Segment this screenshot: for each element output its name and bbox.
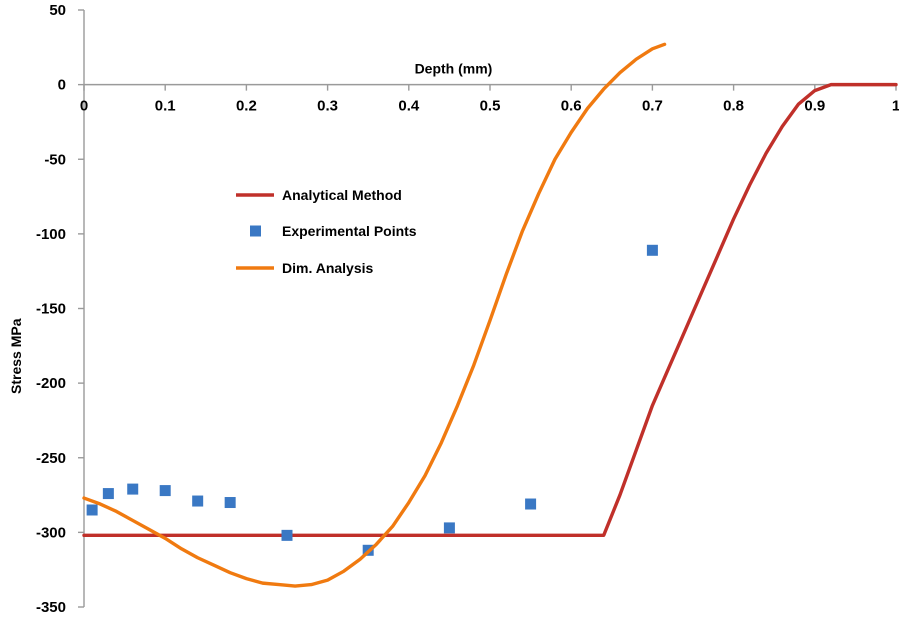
experimental-point <box>443 522 455 534</box>
legend-label: Analytical Method <box>282 187 402 203</box>
legend-swatch-marker <box>250 225 261 237</box>
legend: Analytical Method Experimental Points Dim.… <box>236 187 417 276</box>
experimental-point <box>646 244 658 256</box>
x-tick-label: 0.9 <box>804 98 825 115</box>
y-tick-label: -300 <box>36 524 66 541</box>
x-tick-label: 0.2 <box>236 98 257 115</box>
legend-label: Experimental Points <box>282 223 417 239</box>
axes: 0 0.1 0.2 0.3 0.4 0.5 0.6 0.7 0.8 0.9 1 50 0 -50 -100 -… <box>36 2 899 616</box>
y-axis-title: Stress MPa <box>8 318 24 394</box>
x-tick-label: 0.7 <box>642 98 663 115</box>
series-line-2 <box>82 42 667 588</box>
experimental-point <box>102 488 114 500</box>
experimental-point <box>127 483 139 495</box>
y-tick-label: -50 <box>44 151 66 168</box>
y-tick-label: -350 <box>36 599 66 616</box>
x-tick-label: 0.1 <box>155 98 176 115</box>
x-axis-title: Depth (mm) <box>415 61 493 77</box>
x-tick-label: 0.4 <box>398 98 420 115</box>
experimental-point <box>159 485 171 497</box>
series-line-0 <box>82 82 898 538</box>
x-tick-label: 0 <box>80 98 88 115</box>
y-tick-label: -200 <box>36 375 66 392</box>
series-layer <box>82 42 898 588</box>
y-tick-label: -150 <box>36 301 66 318</box>
y-tick-label: -250 <box>36 450 66 467</box>
experimental-point <box>281 529 293 541</box>
x-tick-label: 1 <box>892 98 899 115</box>
experimental-point <box>192 495 204 507</box>
experimental-point <box>86 504 98 516</box>
x-tick-label: 0.6 <box>561 98 582 115</box>
y-tick-label: 0 <box>58 77 66 94</box>
x-tick-label: 0.5 <box>480 98 501 115</box>
legend-label: Dim. Analysis <box>282 260 374 276</box>
experimental-point <box>525 498 537 510</box>
x-tick-label: 0.8 <box>723 98 744 115</box>
x-tick-label: 0.3 <box>317 98 338 115</box>
y-tick-label: -100 <box>36 226 66 243</box>
experimental-point <box>224 497 236 509</box>
y-tick-label: 50 <box>49 2 66 19</box>
